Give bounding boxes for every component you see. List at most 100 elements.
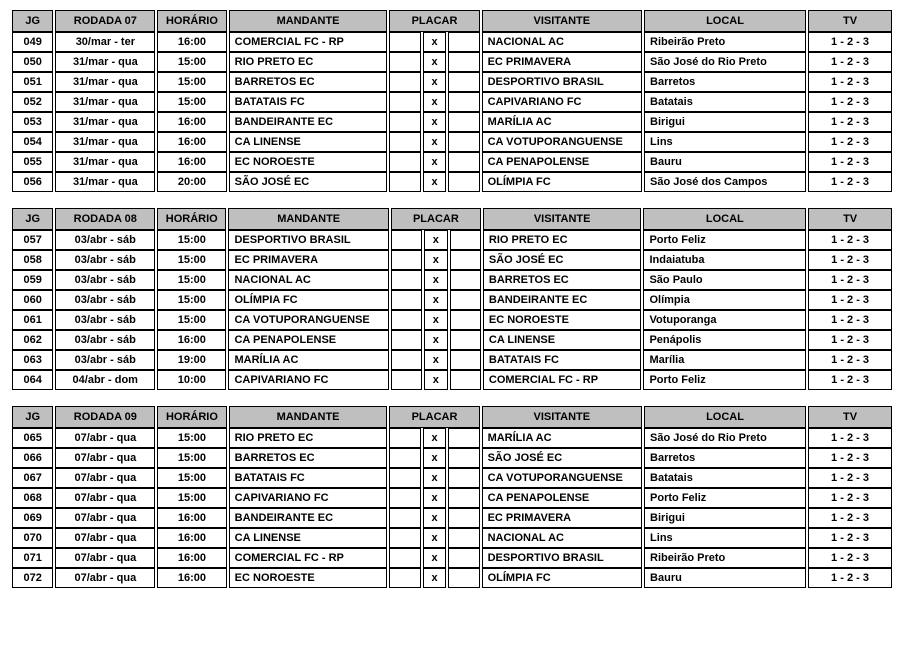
cell-time: 15:00	[157, 92, 226, 112]
cell-tv: 1 - 2 - 3	[808, 270, 892, 290]
cell-home: CA LINENSE	[229, 528, 388, 548]
cell-home: NACIONAL AC	[228, 270, 388, 290]
cell-local: Batatais	[644, 92, 806, 112]
cell-date: 07/abr - qua	[55, 548, 155, 568]
table-row: 07207/abr - qua16:00EC NOROESTExOLÍMPIA …	[12, 568, 892, 588]
cell-x: x	[424, 250, 448, 270]
cell-jg: 064	[12, 370, 53, 390]
cell-score-away	[450, 310, 481, 330]
cell-away: CA VOTUPORANGUENSE	[482, 468, 642, 488]
cell-date: 07/abr - qua	[55, 488, 155, 508]
cell-time: 15:00	[157, 448, 226, 468]
cell-score-home	[391, 330, 422, 350]
cell-tv: 1 - 2 - 3	[808, 448, 892, 468]
cell-score-away	[450, 290, 481, 310]
cell-home: CA PENAPOLENSE	[228, 330, 388, 350]
cell-score-away	[448, 508, 479, 528]
cell-tv: 1 - 2 - 3	[808, 528, 892, 548]
table-row: 05231/mar - qua15:00BATATAIS FCxCAPIVARI…	[12, 92, 892, 112]
header-horario: HORÁRIO	[157, 10, 226, 32]
cell-tv: 1 - 2 - 3	[808, 568, 892, 588]
fixture-table: JGRODADA 07HORÁRIOMANDANTEPLACARVISITANT…	[10, 10, 894, 192]
table-row: 05631/mar - qua20:00SÃO JOSÉ ECxOLÍMPIA …	[12, 172, 892, 192]
cell-local: São José do Rio Preto	[644, 428, 806, 448]
cell-x: x	[424, 270, 448, 290]
cell-date: 07/abr - qua	[55, 528, 155, 548]
cell-local: Porto Feliz	[643, 230, 806, 250]
cell-home: CAPIVARIANO FC	[228, 370, 388, 390]
cell-score-home	[389, 152, 420, 172]
cell-local: Ribeirão Preto	[644, 548, 806, 568]
cell-score-away	[448, 92, 479, 112]
cell-date: 31/mar - qua	[55, 92, 155, 112]
cell-score-home	[389, 488, 420, 508]
cell-time: 15:00	[157, 468, 226, 488]
cell-score-away	[448, 132, 479, 152]
cell-home: SÃO JOSÉ EC	[229, 172, 388, 192]
cell-away: SÃO JOSÉ EC	[483, 250, 642, 270]
cell-time: 16:00	[157, 548, 226, 568]
header-local: LOCAL	[644, 10, 806, 32]
cell-local: Batatais	[644, 468, 806, 488]
header-visitante: VISITANTE	[482, 406, 642, 428]
cell-x: x	[423, 92, 447, 112]
round-block: JGRODADA 09HORÁRIOMANDANTEPLACARVISITANT…	[10, 406, 894, 588]
cell-local: Bauru	[644, 568, 806, 588]
cell-jg: 059	[12, 270, 53, 290]
cell-local: Penápolis	[643, 330, 806, 350]
header-jg: JG	[12, 406, 53, 428]
cell-jg: 054	[12, 132, 53, 152]
cell-local: Barretos	[644, 448, 806, 468]
cell-away: CA VOTUPORANGUENSE	[482, 132, 642, 152]
table-row: 06003/abr - sáb15:00OLÍMPIA FCxBANDEIRAN…	[12, 290, 892, 310]
cell-date: 03/abr - sáb	[55, 310, 155, 330]
cell-time: 16:00	[157, 330, 226, 350]
cell-home: RIO PRETO EC	[229, 428, 388, 448]
cell-date: 07/abr - qua	[55, 448, 155, 468]
cell-score-home	[389, 72, 420, 92]
cell-date: 07/abr - qua	[55, 568, 155, 588]
cell-home: EC NOROESTE	[229, 568, 388, 588]
cell-local: Porto Feliz	[644, 488, 806, 508]
cell-time: 15:00	[157, 310, 226, 330]
header-jg: JG	[12, 208, 53, 230]
cell-jg: 071	[12, 548, 53, 568]
table-row: 06507/abr - qua15:00RIO PRETO ECxMARÍLIA…	[12, 428, 892, 448]
cell-local: Birigui	[644, 508, 806, 528]
cell-score-away	[448, 112, 479, 132]
cell-time: 16:00	[157, 568, 226, 588]
cell-tv: 1 - 2 - 3	[808, 548, 892, 568]
header-placar: PLACAR	[389, 10, 479, 32]
cell-score-away	[448, 568, 479, 588]
cell-date: 07/abr - qua	[55, 428, 155, 448]
cell-tv: 1 - 2 - 3	[808, 32, 892, 52]
cell-score-home	[391, 310, 422, 330]
header-rodada: RODADA 08	[55, 208, 155, 230]
cell-date: 31/mar - qua	[55, 132, 155, 152]
header-local: LOCAL	[644, 406, 806, 428]
table-row: 06404/abr - dom10:00CAPIVARIANO FCxCOMER…	[12, 370, 892, 390]
cell-home: DESPORTIVO BRASIL	[228, 230, 388, 250]
cell-time: 16:00	[157, 152, 226, 172]
cell-score-home	[391, 350, 422, 370]
cell-score-home	[389, 448, 420, 468]
cell-score-home	[389, 528, 420, 548]
cell-tv: 1 - 2 - 3	[808, 172, 892, 192]
cell-score-home	[391, 270, 422, 290]
fixture-table: JGRODADA 08HORÁRIOMANDANTEPLACARVISITANT…	[10, 208, 894, 390]
cell-x: x	[423, 112, 447, 132]
cell-jg: 070	[12, 528, 53, 548]
table-row: 06303/abr - sáb19:00MARÍLIA ACxBATATAIS …	[12, 350, 892, 370]
cell-away: MARÍLIA AC	[482, 428, 642, 448]
header-rodada: RODADA 07	[55, 10, 155, 32]
cell-home: CAPIVARIANO FC	[229, 488, 388, 508]
cell-score-home	[389, 468, 420, 488]
cell-date: 04/abr - dom	[55, 370, 155, 390]
cell-date: 07/abr - qua	[55, 508, 155, 528]
cell-score-home	[389, 92, 420, 112]
cell-local: São José dos Campos	[644, 172, 806, 192]
cell-away: MARÍLIA AC	[482, 112, 642, 132]
cell-jg: 052	[12, 92, 53, 112]
cell-date: 03/abr - sáb	[55, 330, 155, 350]
table-row: 06807/abr - qua15:00CAPIVARIANO FCxCA PE…	[12, 488, 892, 508]
